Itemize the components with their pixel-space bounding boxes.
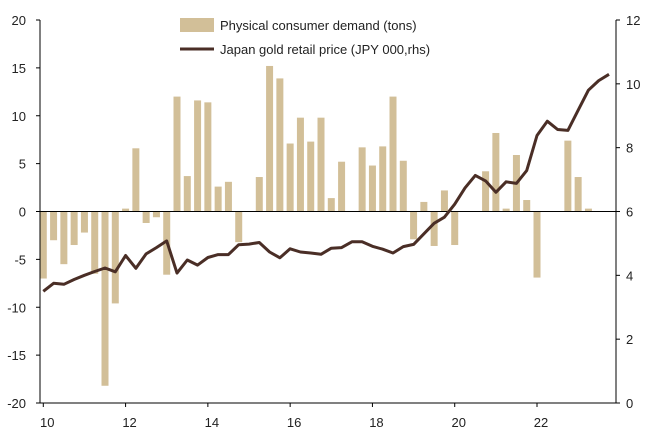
demand-bar bbox=[111, 211, 119, 304]
demand-bar bbox=[368, 165, 376, 212]
left-tick-label: -5 bbox=[14, 252, 26, 267]
demand-bar bbox=[204, 102, 212, 212]
x-axis-ticks: 10 12 14 16 18 20 22 bbox=[40, 403, 548, 430]
demand-bar bbox=[255, 177, 263, 212]
demand-bar bbox=[420, 201, 428, 212]
demand-bar bbox=[574, 177, 582, 212]
x-tick-label: 12 bbox=[122, 415, 136, 430]
demand-bar bbox=[91, 211, 99, 274]
demand-bar bbox=[70, 211, 78, 246]
left-tick-label: 15 bbox=[12, 61, 26, 76]
demand-bar bbox=[307, 141, 315, 212]
demand-bar bbox=[430, 211, 438, 246]
demand-bar bbox=[502, 208, 510, 212]
demand-bar bbox=[39, 211, 47, 279]
left-tick-label: 20 bbox=[12, 13, 26, 28]
demand-bar bbox=[451, 211, 459, 246]
bar-series bbox=[39, 65, 592, 386]
demand-bar bbox=[523, 200, 531, 212]
left-axis-ticks: 20 15 10 5 0 -5 -10 -15 -20 bbox=[7, 13, 40, 411]
left-tick-label: -15 bbox=[7, 348, 26, 363]
price-line bbox=[42, 73, 610, 293]
demand-bar bbox=[152, 211, 160, 218]
demand-bar bbox=[358, 147, 366, 212]
demand-bar bbox=[399, 160, 407, 212]
x-tick-label: 16 bbox=[287, 415, 301, 430]
demand-bar bbox=[183, 176, 191, 212]
demand-bar bbox=[224, 181, 232, 212]
right-tick-label: 10 bbox=[626, 77, 640, 92]
demand-bar bbox=[101, 211, 109, 386]
legend-line-label: Japan gold retail price (JPY 000,rhs) bbox=[220, 42, 430, 57]
demand-bar bbox=[317, 117, 325, 212]
demand-bar bbox=[122, 208, 130, 212]
demand-bar bbox=[80, 211, 88, 233]
legend-bar-label: Physical consumer demand (tons) bbox=[220, 18, 417, 33]
demand-bar bbox=[194, 100, 202, 212]
demand-bar bbox=[214, 186, 222, 212]
demand-bar bbox=[327, 198, 335, 212]
right-tick-label: 0 bbox=[626, 396, 633, 411]
demand-bar bbox=[492, 132, 500, 212]
demand-bar bbox=[132, 148, 140, 212]
demand-bar bbox=[482, 171, 490, 212]
demand-bar bbox=[276, 78, 284, 212]
x-tick-label: 22 bbox=[534, 415, 548, 430]
demand-bar bbox=[564, 140, 572, 212]
right-tick-label: 6 bbox=[626, 205, 633, 220]
left-tick-label: 10 bbox=[12, 109, 26, 124]
demand-bar bbox=[50, 211, 58, 241]
demand-bar bbox=[410, 211, 418, 240]
demand-bar bbox=[142, 211, 150, 223]
demand-bar bbox=[440, 190, 448, 212]
right-tick-label: 4 bbox=[626, 268, 633, 283]
right-tick-label: 8 bbox=[626, 141, 633, 156]
legend-bar-swatch bbox=[180, 18, 214, 32]
demand-bar bbox=[173, 96, 181, 212]
x-tick-label: 20 bbox=[451, 415, 465, 430]
demand-bar bbox=[266, 65, 274, 212]
demand-bar bbox=[389, 96, 397, 212]
demand-bar bbox=[533, 211, 541, 278]
demand-bar bbox=[296, 117, 304, 212]
x-tick-label: 14 bbox=[205, 415, 219, 430]
left-tick-label: 0 bbox=[19, 205, 26, 220]
demand-bar bbox=[235, 211, 243, 243]
left-tick-label: -20 bbox=[7, 396, 26, 411]
right-tick-label: 12 bbox=[626, 13, 640, 28]
right-tick-label: 2 bbox=[626, 332, 633, 347]
left-tick-label: -10 bbox=[7, 300, 26, 315]
demand-bar bbox=[338, 161, 346, 212]
x-tick-label: 10 bbox=[40, 415, 54, 430]
left-tick-label: 5 bbox=[19, 157, 26, 172]
demand-bar bbox=[584, 208, 592, 212]
demand-bar bbox=[286, 143, 294, 212]
x-tick-label: 18 bbox=[369, 415, 383, 430]
demand-bar bbox=[60, 211, 68, 265]
right-axis-ticks: 12 10 8 6 4 2 0 bbox=[616, 13, 640, 411]
demand-bar bbox=[379, 146, 387, 212]
legend: Physical consumer demand (tons) Japan go… bbox=[180, 18, 430, 57]
